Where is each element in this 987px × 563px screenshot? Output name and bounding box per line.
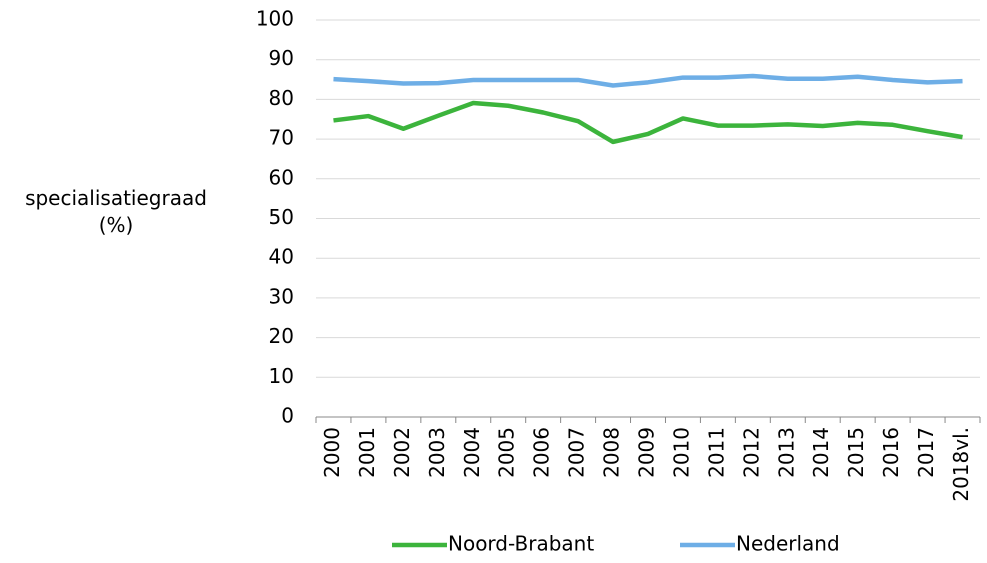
x-tick-label: 2004 xyxy=(460,427,484,478)
legend-label: Nederland xyxy=(736,532,840,556)
y-tick-label: 90 xyxy=(269,46,294,70)
y-tick-label: 0 xyxy=(281,404,294,428)
y-tick-label: 50 xyxy=(269,205,294,229)
y-tick-label: 100 xyxy=(256,7,294,31)
y-tick-label: 60 xyxy=(269,165,294,189)
x-tick-label: 2014 xyxy=(809,427,833,478)
x-tick-label: 2015 xyxy=(844,427,868,478)
x-tick-label: 2000 xyxy=(320,427,344,478)
x-tick-label: 2009 xyxy=(635,427,659,478)
x-tick-label: 2016 xyxy=(879,427,903,478)
y-tick-label: 10 xyxy=(269,364,294,388)
series-line xyxy=(333,100,963,145)
x-tick-label: 2011 xyxy=(704,427,728,478)
x-tick-label: 2003 xyxy=(425,427,449,478)
x-tick-label: 2006 xyxy=(530,427,554,478)
x-tick-label: 2008 xyxy=(600,427,624,478)
x-tick-label: 2013 xyxy=(774,427,798,478)
x-tick-label: 2012 xyxy=(739,427,763,478)
y-tick-label: 30 xyxy=(269,284,294,308)
legend-label: Noord-Brabant xyxy=(448,532,594,556)
y-tick-label: 40 xyxy=(269,245,294,269)
x-tick-label: 2018vl. xyxy=(949,427,973,502)
x-tick-label: 2017 xyxy=(914,427,938,478)
x-tick-label: 2001 xyxy=(355,427,379,478)
x-tick-label: 2005 xyxy=(495,427,519,478)
y-axis-label: specialisatiegraad (%) xyxy=(25,186,207,237)
series-line xyxy=(333,73,963,88)
y-tick-label: 20 xyxy=(269,324,294,348)
x-tick-label: 2007 xyxy=(565,427,589,478)
y-tick-label: 70 xyxy=(269,126,294,150)
x-tick-label: 2002 xyxy=(390,427,414,478)
x-tick-label: 2010 xyxy=(669,427,693,478)
y-tick-label: 80 xyxy=(269,86,294,110)
